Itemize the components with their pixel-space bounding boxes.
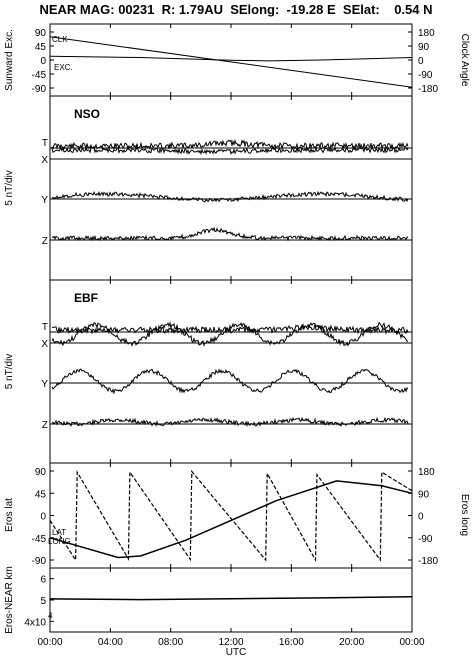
clock-angle-line xyxy=(49,36,413,88)
eros-ytick-label-l-3: -45 xyxy=(32,534,47,545)
time-tick-label-0: 00:00 xyxy=(37,637,62,648)
nso-trace-Y xyxy=(51,190,409,203)
time-tick-label-2: 08:00 xyxy=(158,637,183,648)
ebf-ylabel: 5 nT/div xyxy=(4,354,15,390)
sunward-ytick-label-r-1: 90 xyxy=(418,42,430,53)
sunward-ytick-label-r-2: 0 xyxy=(418,56,424,67)
nso-trace-Z xyxy=(51,226,409,242)
ebf-trace-X xyxy=(51,321,409,347)
nso-trace-label-X: X xyxy=(41,155,48,166)
ebf-trace-Z xyxy=(51,416,409,428)
ebf-panel-label: EBF xyxy=(74,291,98,305)
eros-ytick-label-r-3: -90 xyxy=(418,534,433,545)
sunward-ytick-label-l-2: 0 xyxy=(40,56,46,67)
time-tick-label-5: 20:00 xyxy=(339,637,364,648)
sunward-exc-line xyxy=(49,55,413,62)
eros-ytick-label-r-1: 90 xyxy=(418,489,430,500)
eros-ytick-label-l-0: 90 xyxy=(35,467,47,478)
plot-title: NEAR MAG: 00231 R: 1.79AU SElong: -19.28… xyxy=(39,2,432,17)
sunward-ylabel: Sunward Exc. xyxy=(4,29,15,91)
eros-ytick-label-r-2: 0 xyxy=(418,512,424,523)
nso-panel-label: NSO xyxy=(74,107,100,121)
eros-panel-frame xyxy=(49,462,413,569)
eros-ytick-label-r-0: 180 xyxy=(418,467,435,478)
time-tick-label-3: 12:00 xyxy=(218,637,243,648)
sunward-ytick-label-r-0: 180 xyxy=(418,28,435,39)
distance-ytick-exponent: 4 xyxy=(48,611,53,620)
exc-series-label: EXC. xyxy=(54,63,73,72)
eros-long-line xyxy=(49,469,413,563)
eros-lat-line xyxy=(49,480,413,559)
nso-trace-label-Z: Z xyxy=(42,236,48,247)
long-series-label: LONG xyxy=(48,537,71,546)
sunward-ytick-label-r-3: -90 xyxy=(418,70,433,81)
ebf-trace-label-X: X xyxy=(41,339,48,350)
distance-ytick-label-2: 4x10 xyxy=(24,617,46,628)
nso-trace-label-Y: Y xyxy=(41,195,48,206)
eros-ytick-label-l-1: 45 xyxy=(35,489,47,500)
clock-ylabel: Clock Angle xyxy=(459,34,470,87)
time-tick-label-4: 16:00 xyxy=(279,637,304,648)
eros-lat-ylabel: Eros lat xyxy=(4,498,15,532)
nso-ylabel: 5 nT/div xyxy=(4,170,15,206)
distance-ytick-label-1: 5 xyxy=(40,596,46,607)
sunward-ytick-label-l-1: 45 xyxy=(35,42,47,53)
ebf-trace-label-Z: Z xyxy=(42,420,48,431)
eros-ytick-label-l-4: -90 xyxy=(32,556,47,567)
eros-long-ylabel: Eros long xyxy=(459,494,470,536)
time-tick-label-1: 04:00 xyxy=(98,637,123,648)
nso-trace-T xyxy=(51,139,409,151)
clock-series-label: CLK xyxy=(52,35,68,44)
distance-line xyxy=(49,596,413,601)
ebf-trace-T xyxy=(51,323,409,335)
lat-series-label: LAT xyxy=(52,528,66,537)
eros-ytick-label-l-2: 0 xyxy=(40,512,46,523)
time-tick-label-6: 00:00 xyxy=(399,637,424,648)
nso-trace-label-T: T xyxy=(42,138,48,149)
eros-ytick-label-r-4: -180 xyxy=(418,556,438,567)
nso-trace-X xyxy=(51,145,409,156)
ebf-trace-Y xyxy=(51,368,409,395)
sunward-ytick-label-l-4: -90 xyxy=(32,84,47,95)
ebf-trace-label-T: T xyxy=(42,322,48,333)
ebf-trace-label-Y: Y xyxy=(41,379,48,390)
sunward-ytick-label-l-3: -45 xyxy=(32,70,47,81)
time-axis-label: UTC xyxy=(226,647,247,656)
sunward-ytick-label-l-0: 90 xyxy=(35,28,47,39)
sunward-ytick-label-r-4: -180 xyxy=(418,84,438,95)
distance-ylabel: Eros-NEAR km xyxy=(4,566,15,634)
distance-ytick-label-0: 6 xyxy=(40,575,46,586)
nso-panel-frame xyxy=(49,95,413,281)
